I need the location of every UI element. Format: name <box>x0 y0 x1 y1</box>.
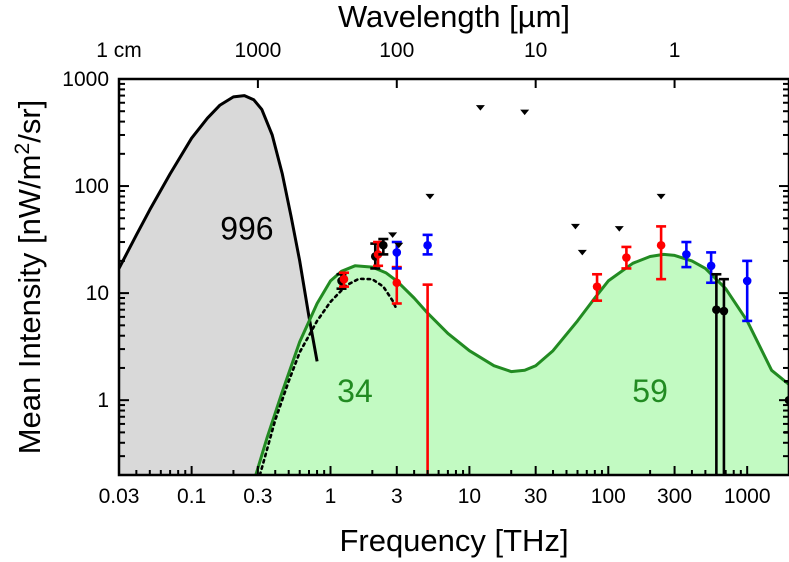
data-dot <box>339 274 349 284</box>
measurement-point <box>621 245 632 270</box>
x-tick-label: 30 <box>524 485 547 508</box>
axes: 0.03 0.1 0.3 1 3 10 30 100 300 1000 1 10 100 1000 1 cm… <box>62 39 789 508</box>
data-dot <box>712 305 721 314</box>
upper-limit-marker <box>475 105 485 111</box>
upper-limit-marker <box>425 193 435 200</box>
data-dot <box>706 261 716 271</box>
data-dot <box>392 278 402 288</box>
x-tick-label: 1 <box>325 485 337 508</box>
measurement-point <box>711 272 722 475</box>
top-tick-label: 1 <box>669 39 681 62</box>
measurement-point <box>391 265 402 305</box>
y-axis-title-main: Mean Intensity [nW/m <box>12 154 47 454</box>
y-axis-title: Mean Intensity [nW/m2/sr] <box>11 100 48 455</box>
data-dot <box>423 240 432 250</box>
data-dot <box>742 276 752 286</box>
measurement-point <box>718 277 729 475</box>
y-tick-label: 1 <box>97 389 109 412</box>
top-tick-label: 100 <box>379 39 414 62</box>
measurement-point <box>391 240 402 270</box>
measurement-point <box>338 271 349 288</box>
x-tick-label: 0.3 <box>243 485 272 508</box>
x-tick-label: 3 <box>391 485 403 508</box>
measurement-point <box>422 283 433 475</box>
measurement-point <box>706 251 717 285</box>
plot-frame <box>117 77 789 477</box>
measurement-point <box>592 272 603 302</box>
x-tick-label: 0.03 <box>99 485 140 508</box>
region-labels: 996 34 59 <box>220 210 668 409</box>
upper-limit-marker <box>570 223 580 230</box>
measurement-point <box>742 259 753 323</box>
upper-limit-marker <box>394 242 404 249</box>
upper-limit-marker <box>656 193 666 200</box>
data-dot <box>373 250 383 259</box>
upper-limit-marker <box>520 109 530 116</box>
top-axis-title: Wavelength [µm] <box>338 0 570 34</box>
y-tick-label: 100 <box>74 175 109 198</box>
region-label: 996 <box>220 210 273 246</box>
y-tick-label: 10 <box>86 282 109 305</box>
measurement-markers <box>336 105 789 475</box>
y-axis-title-exponent: 2 <box>11 143 34 155</box>
upper-limit-marker <box>614 226 624 232</box>
data-dot <box>682 250 691 259</box>
top-tick-label: 1 cm <box>96 39 142 62</box>
series-line-2 <box>258 277 399 475</box>
top-tick-label: 10 <box>524 39 547 62</box>
data-dot <box>656 240 666 250</box>
region-label: 34 <box>337 373 373 409</box>
series-line-0 <box>119 94 319 362</box>
x-tick-label: 1000 <box>724 485 771 508</box>
filled-spectra <box>119 95 789 475</box>
data-dot <box>592 282 602 291</box>
y-axis-title-tail: /sr] <box>12 100 47 143</box>
y-tick-label: 1000 <box>62 68 109 91</box>
x-tick-label: 100 <box>591 485 626 508</box>
data-dot <box>719 306 729 316</box>
x-axis-title: Frequency [THz] <box>339 523 568 558</box>
x-tick-label: 300 <box>657 485 692 508</box>
region-label: 59 <box>632 373 668 409</box>
series-fill-0 <box>119 95 318 475</box>
measurement-point <box>681 240 692 269</box>
measurement-point <box>378 237 389 256</box>
data-dot <box>622 253 631 262</box>
series-fill-1 <box>255 254 789 475</box>
data-dot <box>392 248 402 257</box>
x-tick-label: 10 <box>458 485 481 508</box>
data-dot <box>379 240 388 250</box>
top-tick-label: 1000 <box>235 39 282 62</box>
upper-limit-marker <box>388 232 398 238</box>
measurement-point <box>422 233 433 256</box>
x-tick-label: 0.1 <box>177 485 206 508</box>
upper-limit-marker <box>577 249 587 256</box>
measurement-point <box>656 225 667 281</box>
